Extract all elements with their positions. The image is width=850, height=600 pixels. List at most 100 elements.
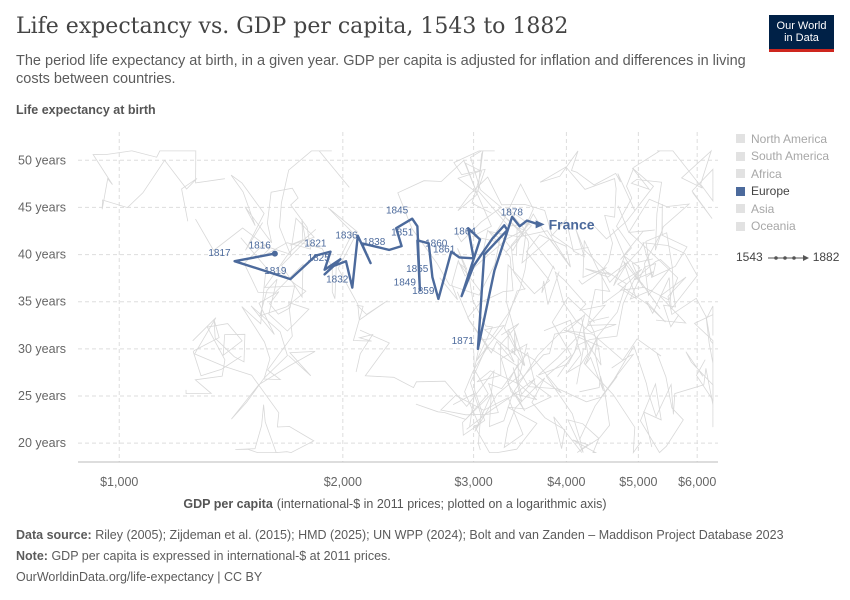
footer-license[interactable]: OurWorldinData.org/life-expectancy | CC … — [16, 570, 263, 584]
background-line — [616, 242, 698, 323]
year-label: 1860 — [425, 239, 448, 250]
note-text: GDP per capita is expressed in internati… — [51, 549, 391, 563]
background-line — [464, 346, 618, 453]
legend-label: South America — [751, 149, 830, 164]
y-tick-label: 50 years — [18, 153, 66, 167]
chart-title: Life expectancy vs. GDP per capita, 1543… — [16, 14, 569, 39]
year-label: 1832 — [326, 275, 349, 286]
background-line — [655, 276, 714, 402]
legend-label: Oceania — [751, 219, 796, 234]
background-line — [539, 150, 645, 283]
x-tick-label: $6,000 — [678, 475, 716, 489]
background-line — [611, 345, 714, 428]
legend-item-europe[interactable]: Europe — [736, 183, 829, 201]
timeline-arrow-icon — [766, 252, 810, 262]
y-tick-labels: 20 years 25 years 30 years 35 years 40 years… — [18, 153, 66, 450]
series-line-france[interactable] — [233, 215, 539, 351]
timeline-start: 1543 — [736, 250, 763, 264]
background-line — [583, 228, 643, 454]
legend-item-north-america[interactable]: North America — [736, 130, 829, 148]
background-line — [476, 317, 589, 412]
background-line — [439, 351, 583, 453]
end-arrow-icon — [535, 220, 545, 229]
source-text: Riley (2005); Zijdeman et al. (2015); HM… — [95, 528, 784, 542]
year-label: 1825 — [308, 253, 331, 264]
background-line — [554, 240, 617, 385]
footer-source: Data source: Riley (2005); Zijdeman et a… — [16, 528, 784, 542]
year-label: 1849 — [394, 277, 417, 288]
year-label: 1855 — [406, 264, 429, 275]
year-label: 1878 — [501, 208, 524, 219]
footer-note: Note: GDP per capita is expressed in int… — [16, 549, 391, 563]
year-label: 1845 — [386, 206, 409, 217]
y-tick-label: 20 years — [18, 436, 66, 450]
background-line — [467, 183, 534, 451]
x-axis-label: GDP per capita (international-$ in 2011 p… — [183, 497, 606, 511]
background-line — [616, 149, 714, 260]
legend-label: Europe — [751, 184, 790, 199]
year-label: 1864 — [454, 226, 477, 237]
legend-swatch-icon — [736, 169, 745, 179]
y-tick-label: 25 years — [18, 389, 66, 403]
legend-swatch-icon — [736, 186, 745, 196]
background-line — [231, 228, 317, 420]
background-line — [195, 174, 312, 258]
background-line — [243, 150, 350, 299]
background-line — [92, 150, 225, 222]
legend-item-oceania[interactable]: Oceania — [736, 218, 829, 236]
legend-swatch-icon — [736, 204, 745, 214]
year-label: 1871 — [452, 336, 475, 347]
year-label: 1838 — [363, 237, 386, 248]
source-label: Data source: — [16, 528, 92, 542]
x-tick-label: $5,000 — [619, 475, 657, 489]
legend-label: Africa — [751, 166, 782, 181]
year-label: 1851 — [391, 227, 414, 238]
background-line — [589, 167, 691, 301]
x-tick-label: $4,000 — [547, 475, 585, 489]
legend: North America South America Africa Europe As… — [736, 130, 829, 235]
legend-item-africa[interactable]: Africa — [736, 165, 829, 183]
y-tick-label: 35 years — [18, 295, 66, 309]
background-line — [192, 317, 315, 454]
y-axis-label: Life expectancy at birth — [16, 103, 156, 117]
background-line — [300, 207, 388, 373]
logo-line-2: in Data — [784, 32, 819, 44]
y-tick-label: 45 years — [18, 200, 66, 214]
legend-swatch-icon — [736, 221, 745, 231]
background-line — [563, 316, 684, 454]
owid-logo[interactable]: Our World in Data — [769, 15, 834, 52]
year-label: 1817 — [208, 248, 231, 259]
background-country-lines — [92, 149, 714, 454]
background-line — [452, 343, 536, 436]
background-line — [185, 319, 246, 395]
gridlines — [78, 132, 718, 463]
legend-item-south-america[interactable]: South America — [736, 148, 829, 166]
year-label: 1821 — [304, 239, 327, 250]
x-tick-label: $2,000 — [324, 475, 362, 489]
background-line — [505, 231, 571, 366]
x-tick-label: $3,000 — [454, 475, 492, 489]
legend-label: Asia — [751, 201, 775, 216]
year-label: 1859 — [412, 286, 435, 297]
legend-item-asia[interactable]: Asia — [736, 200, 829, 218]
start-point[interactable] — [271, 250, 278, 257]
year-label: 1816 — [249, 241, 272, 252]
year-label: 1836 — [335, 230, 358, 241]
year-label: 1861 — [433, 244, 456, 255]
background-line — [359, 313, 586, 428]
background-line — [456, 248, 525, 367]
series-label-france: France — [549, 216, 595, 232]
background-line — [453, 150, 589, 251]
background-line — [538, 218, 641, 376]
y-tick-label: 40 years — [18, 248, 66, 262]
x-axis-label-rest: (international-$ in 2011 prices; plotted… — [277, 497, 607, 511]
chart-subtitle: The period life expectancy at birth, in … — [16, 53, 746, 87]
legend-swatch-icon — [736, 134, 745, 144]
timeline-legend: 1543 1882 — [736, 250, 839, 264]
x-axis-label-bold: GDP per capita — [183, 497, 273, 511]
logo-line-1: Our World — [776, 20, 827, 32]
legend-label: North America — [751, 131, 828, 146]
timeline-end: 1882 — [812, 250, 840, 264]
background-line — [545, 296, 611, 453]
